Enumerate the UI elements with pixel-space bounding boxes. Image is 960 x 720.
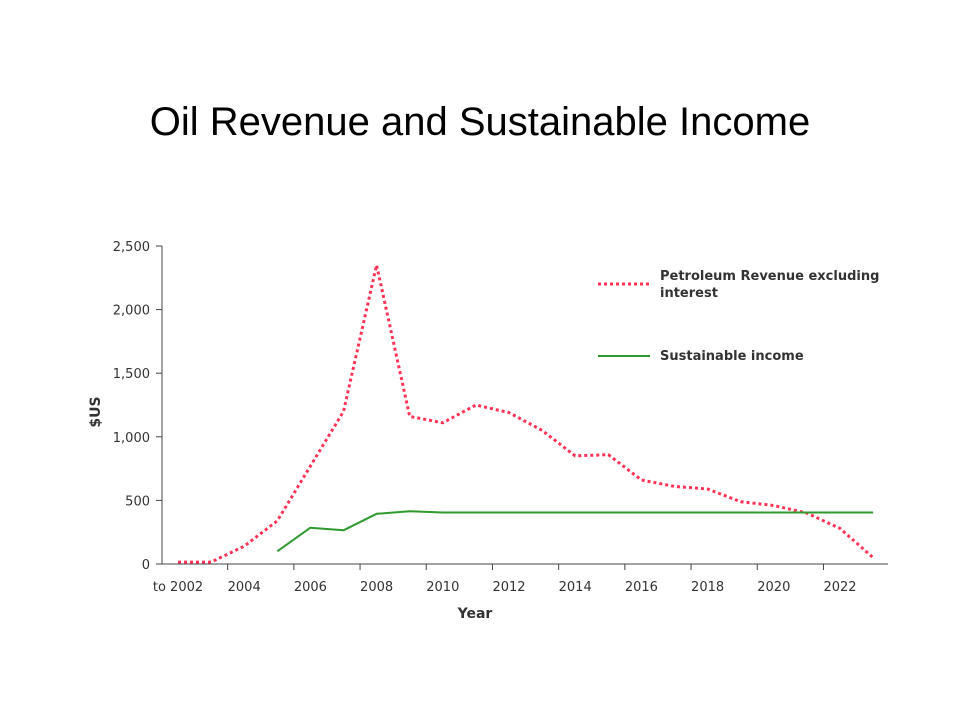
y-tick-label: 1,500	[113, 367, 150, 382]
x-tick-label: 2016	[625, 580, 658, 595]
x-tick-label: 2010	[426, 580, 459, 595]
y-tick-label: 1,000	[113, 431, 150, 446]
sustainable-income-line	[276, 510, 874, 553]
legend-label: Sustainable income	[660, 349, 804, 364]
chart-series	[178, 263, 875, 564]
x-tick-label: 2008	[360, 580, 393, 595]
chart-ticks: 2,500 2,000 1,500 1,000 500 0to 2002 2004 2006 2…	[88, 240, 857, 622]
x-tick-label: 2022	[823, 580, 856, 595]
y-tick-label: 2,500	[113, 240, 150, 255]
x-tick-label: 2014	[559, 580, 592, 595]
legend-label: interest	[660, 286, 718, 301]
petroleum-revenue-line	[178, 263, 875, 564]
chart-axes	[161, 246, 888, 565]
y-tick-label: 2,000	[113, 304, 150, 319]
x-tick-label: 2006	[294, 580, 327, 595]
legend-label: Petroleum Revenue excluding	[660, 269, 879, 284]
x-tick-label: 2020	[757, 580, 790, 595]
x-axis-title: Year	[457, 606, 493, 622]
y-tick-label: 500	[125, 494, 150, 509]
y-axis-title: $US	[88, 396, 104, 427]
y-tick-label: 0	[142, 558, 150, 573]
x-tick-label: 2004	[228, 580, 261, 595]
x-tick-label: 2018	[691, 580, 724, 595]
chart-legend: Petroleum Revenue excluding interest Susta…	[598, 269, 879, 364]
x-tick-label: 2012	[492, 580, 525, 595]
x-tick-label: to 2002	[153, 580, 203, 595]
slide-title: Oil Revenue and Sustainable Income	[149, 100, 811, 144]
